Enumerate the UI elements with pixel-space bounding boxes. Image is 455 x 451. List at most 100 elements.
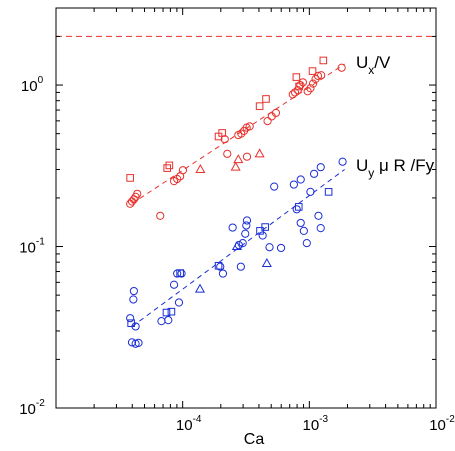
data-point-circle: [296, 80, 305, 90]
data-point-circle: [258, 231, 267, 240]
data-point-square: [308, 67, 317, 75]
data-point-circle: [177, 269, 186, 278]
data-point-square: [262, 95, 270, 103]
data-point-circle: [216, 262, 225, 271]
data-point-circle: [303, 87, 312, 96]
data-point-circle: [237, 129, 246, 138]
data-point-circle: [131, 322, 140, 331]
x-tick-label: 10-2: [429, 414, 455, 434]
plot-area: [56, 35, 436, 348]
data-point-square: [294, 203, 303, 211]
data-point-circle: [129, 295, 138, 304]
data-point-square: [167, 307, 176, 316]
data-point-circle: [241, 229, 250, 238]
data-point-circle: [313, 71, 323, 80]
x-tick-label-base: 10: [303, 417, 320, 434]
data-point-square: [165, 161, 174, 170]
data-point-triangle: [231, 240, 242, 251]
x-tick-label-exponent: -3: [319, 414, 328, 425]
annotation-ux: Ux/V: [356, 53, 391, 77]
data-point-circle: [316, 224, 325, 233]
data-point-circle: [302, 239, 311, 248]
data-point-circle: [134, 338, 143, 348]
x-tick-label-base: 10: [176, 417, 193, 434]
data-point-circle: [289, 180, 298, 189]
data-point-circle: [173, 174, 182, 184]
data-point-circle: [290, 88, 300, 97]
data-point-circle: [133, 189, 142, 198]
data-point-circle: [174, 298, 184, 307]
data-point-circle: [317, 71, 326, 80]
x-tick-label: 10-3: [303, 414, 329, 434]
data-point-triangle: [254, 148, 265, 158]
data-point-circle: [242, 216, 252, 225]
annotation-ux-subscript: x: [368, 63, 374, 77]
data-point-circle: [314, 211, 323, 220]
data-point-circle: [308, 79, 318, 88]
data-point-circle: [236, 262, 245, 271]
annotation-uy-subscript: y: [368, 166, 374, 180]
data-point-triangle: [230, 161, 241, 171]
annotation-ux-main: U: [356, 53, 368, 72]
data-point-circle: [309, 169, 319, 178]
data-point-circle: [228, 223, 237, 232]
data-point-square: [261, 223, 269, 231]
data-point-circle: [127, 338, 137, 347]
data-point-circle: [276, 243, 286, 253]
data-point-circle: [299, 226, 308, 235]
data-point-circle: [263, 117, 272, 126]
data-point-triangle: [261, 257, 272, 267]
data-point-square: [292, 73, 301, 81]
data-point-circle: [238, 239, 247, 248]
y-tick-label-exponent: -2: [36, 398, 45, 409]
data-point-circle: [126, 314, 135, 323]
data-point-circle: [338, 157, 347, 166]
data-point-circle: [242, 221, 251, 230]
data-point-circle: [242, 152, 252, 161]
data-point-circle: [337, 63, 346, 72]
y-tick-label-base: 10: [19, 401, 36, 418]
data-point-square: [163, 164, 172, 172]
data-point-circle: [178, 166, 188, 175]
data-point-circle: [306, 84, 315, 93]
y-tick-label: 10-1: [19, 237, 45, 257]
annotation-ux-rest: /V: [374, 53, 391, 72]
plot-frame: [55, 7, 437, 409]
data-point-circle: [293, 86, 302, 95]
y-tick-label-exponent: -1: [36, 237, 45, 248]
data-point-circle: [234, 241, 244, 250]
data-point-square: [126, 174, 134, 182]
data-point-circle: [265, 243, 274, 252]
data-point-circle: [129, 286, 138, 296]
data-point-circle: [245, 122, 254, 131]
data-point-circle: [288, 90, 297, 99]
data-point-circle: [316, 163, 325, 172]
data-point-circle: [306, 187, 315, 196]
data-point-square: [162, 308, 171, 317]
data-point-square: [255, 102, 264, 110]
data-point-square: [324, 188, 333, 196]
annotation-uy-main: U: [356, 156, 368, 175]
y-tick-label: 10-2: [19, 398, 45, 418]
y-tick-label-base: 10: [21, 78, 38, 95]
data-point-circle: [292, 205, 301, 214]
data-point-circle: [298, 78, 308, 87]
data-point-circle: [223, 149, 232, 158]
data-point-circle: [164, 316, 173, 325]
data-point-circle: [271, 108, 281, 118]
y-tick-label-base: 10: [19, 240, 36, 257]
x-tick-label-exponent: -2: [446, 414, 455, 425]
data-point-circle: [270, 182, 279, 191]
annotation-uy: Uy μ R /Fy: [356, 156, 435, 180]
data-point-triangle: [194, 283, 206, 293]
x-tick-label-exponent: -4: [193, 414, 202, 425]
data-point-circle: [156, 211, 165, 220]
data-point-circle: [220, 135, 229, 144]
data-point-triangle: [195, 163, 206, 173]
y-tick-label: 100: [21, 75, 44, 95]
y-tick-label-exponent: 0: [38, 75, 44, 86]
data-point-circle: [296, 175, 305, 184]
